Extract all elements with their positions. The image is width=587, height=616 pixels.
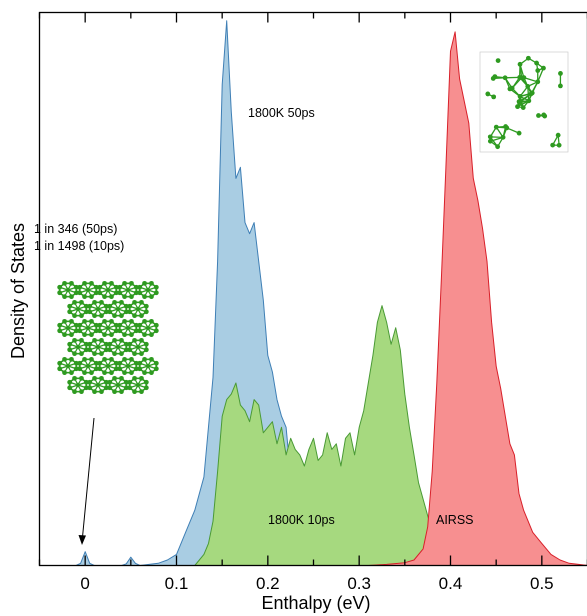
y-axis-title: Density of States (8, 223, 28, 359)
series-areas (75, 20, 587, 566)
x-tick-label: 0.3 (347, 574, 371, 593)
x-tick-label: 0.1 (165, 574, 189, 593)
annotation-ratio-50ps: 1 in 346 (50ps) (34, 222, 117, 236)
axis-ticks (38, 12, 587, 566)
series-area-1800k-10ps (194, 305, 451, 566)
x-tick-label: 0.2 (256, 574, 280, 593)
annotation-airss: AIRSS (436, 513, 474, 527)
annotation-1800k-10ps: 1800K 10ps (268, 513, 335, 527)
x-tick-label: 0.5 (530, 574, 554, 593)
x-tick-label: 0.4 (439, 574, 463, 593)
amorphous-structure-inset (479, 51, 569, 153)
x-tick-labels: 0 0.1 0.2 0.3 0.4 0.5 (80, 574, 553, 593)
x-tick-label: 0 (80, 574, 89, 593)
annotation-arrow (78, 417, 95, 545)
annotation-ratio-10ps: 1 in 1498 (10ps) (34, 239, 124, 253)
annotation-1800k-50ps: 1800K 50ps (248, 106, 315, 120)
x-axis-title: Enthalpy (eV) (261, 593, 370, 613)
series-area-airss (367, 31, 587, 566)
crystal-structure-inset (57, 280, 159, 395)
